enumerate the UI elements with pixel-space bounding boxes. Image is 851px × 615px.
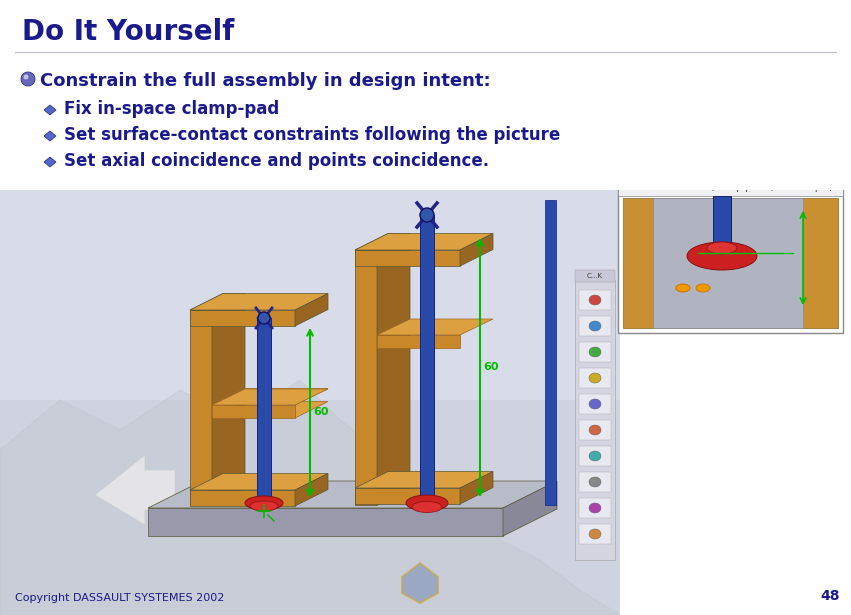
Bar — [579, 524, 611, 544]
Polygon shape — [377, 319, 493, 335]
Bar — [579, 420, 611, 440]
Bar — [545, 200, 556, 505]
Polygon shape — [148, 481, 557, 508]
Ellipse shape — [420, 208, 434, 222]
Bar — [0, 400, 620, 615]
Bar — [618, 178, 843, 333]
Polygon shape — [190, 474, 328, 490]
Bar — [575, 280, 615, 560]
Polygon shape — [212, 389, 328, 405]
Ellipse shape — [589, 295, 601, 305]
Bar — [257, 318, 271, 506]
Text: Surface contact.2 (clamp-pad.1,sub-clamp.2): Surface contact.2 (clamp-pad.1,sub-clamp… — [628, 183, 833, 191]
Bar — [713, 196, 731, 256]
Bar — [0, 0, 851, 190]
Bar — [579, 368, 611, 388]
Polygon shape — [0, 380, 620, 615]
Text: 60: 60 — [313, 407, 328, 417]
Polygon shape — [190, 293, 328, 310]
Polygon shape — [190, 293, 245, 310]
Polygon shape — [460, 234, 493, 266]
Polygon shape — [355, 234, 493, 250]
Polygon shape — [355, 234, 410, 250]
Bar — [623, 198, 838, 328]
Polygon shape — [355, 250, 377, 505]
Polygon shape — [355, 250, 460, 266]
Ellipse shape — [258, 312, 270, 324]
Polygon shape — [44, 131, 56, 141]
Ellipse shape — [250, 501, 278, 511]
Text: Constrain the full assembly in design intent:: Constrain the full assembly in design in… — [40, 72, 491, 90]
Ellipse shape — [589, 451, 601, 461]
Ellipse shape — [696, 284, 710, 292]
Ellipse shape — [420, 212, 434, 218]
Polygon shape — [148, 508, 503, 536]
Polygon shape — [44, 105, 56, 115]
Bar — [579, 290, 611, 310]
Ellipse shape — [257, 315, 271, 321]
Polygon shape — [503, 481, 557, 536]
Text: 60: 60 — [483, 362, 499, 372]
Ellipse shape — [589, 477, 601, 487]
Polygon shape — [402, 563, 438, 603]
Ellipse shape — [707, 242, 737, 254]
Ellipse shape — [589, 347, 601, 357]
Bar — [579, 394, 611, 414]
Bar — [618, 178, 843, 196]
Ellipse shape — [676, 284, 690, 292]
Bar — [653, 198, 803, 328]
Ellipse shape — [687, 242, 757, 270]
Text: Set axial coincidence and points coincidence.: Set axial coincidence and points coincid… — [64, 152, 489, 170]
Ellipse shape — [589, 529, 601, 539]
Ellipse shape — [589, 399, 601, 409]
Bar — [579, 342, 611, 362]
Polygon shape — [355, 488, 460, 504]
Text: 48: 48 — [820, 589, 840, 603]
Ellipse shape — [406, 495, 448, 511]
Polygon shape — [355, 472, 493, 488]
Bar — [579, 472, 611, 492]
Ellipse shape — [589, 425, 601, 435]
Ellipse shape — [245, 496, 283, 510]
Polygon shape — [377, 234, 410, 505]
Ellipse shape — [589, 503, 601, 513]
Ellipse shape — [589, 373, 601, 383]
Bar — [579, 498, 611, 518]
Circle shape — [21, 72, 35, 86]
Ellipse shape — [589, 321, 601, 331]
Circle shape — [24, 74, 28, 79]
Polygon shape — [190, 310, 212, 505]
Bar — [575, 270, 615, 282]
Bar — [579, 316, 611, 336]
Ellipse shape — [412, 501, 442, 512]
Bar — [0, 185, 620, 615]
Polygon shape — [212, 389, 328, 418]
Polygon shape — [95, 455, 175, 525]
Polygon shape — [190, 310, 295, 326]
Polygon shape — [212, 405, 295, 418]
Text: Do It Yourself: Do It Yourself — [22, 18, 234, 46]
Text: Set surface-contact constraints following the picture: Set surface-contact constraints followin… — [64, 126, 560, 144]
Text: C...K: C...K — [587, 273, 603, 279]
Bar — [579, 446, 611, 466]
Polygon shape — [44, 157, 56, 167]
Polygon shape — [295, 293, 328, 326]
Bar — [420, 215, 434, 505]
Text: Copyright DASSAULT SYSTEMES 2002: Copyright DASSAULT SYSTEMES 2002 — [15, 593, 225, 603]
Polygon shape — [377, 335, 460, 348]
Text: Fix in-space clamp-pad: Fix in-space clamp-pad — [64, 100, 279, 118]
Polygon shape — [295, 474, 328, 506]
Polygon shape — [190, 490, 295, 506]
Polygon shape — [212, 293, 245, 505]
Polygon shape — [460, 472, 493, 504]
